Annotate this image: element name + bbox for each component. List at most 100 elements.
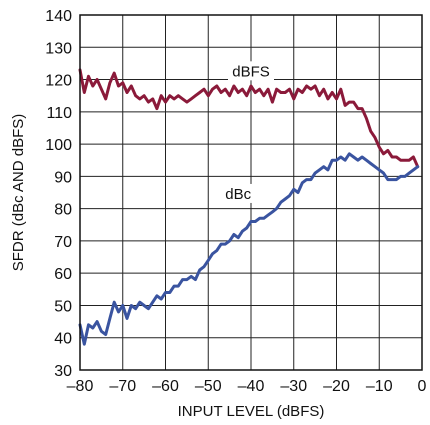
data-point-dbfs: [121, 81, 124, 84]
data-point-dbfs: [232, 85, 235, 87]
data-point-dbfs: [250, 85, 252, 87]
data-point-dbfs: [198, 91, 201, 94]
data-point-dbc: [138, 301, 141, 304]
data-point-dbc: [168, 291, 171, 294]
series-label-dbfs: dBFS: [232, 63, 270, 80]
data-point-dbc: [83, 343, 86, 346]
data-point-dbc: [378, 168, 381, 171]
data-point-dbc: [220, 243, 223, 246]
y-tick-label: 140: [45, 8, 72, 25]
data-point-dbc: [284, 197, 287, 200]
data-point-dbfs: [297, 88, 300, 91]
data-point-dbfs: [155, 107, 158, 110]
data-point-dbfs: [138, 97, 141, 100]
data-point-dbc: [126, 317, 129, 320]
data-point-dbfs: [168, 94, 171, 97]
data-point-dbfs: [224, 88, 227, 91]
data-point-dbc: [361, 156, 364, 158]
data-point-dbc: [194, 278, 197, 281]
data-point-dbfs: [237, 91, 240, 94]
data-point-dbfs: [326, 97, 329, 100]
data-point-dbfs: [288, 88, 291, 91]
y-tick-label: 60: [54, 266, 72, 283]
data-point-dbc: [382, 172, 385, 175]
data-point-dbc: [250, 220, 252, 223]
data-point-dbfs: [339, 88, 342, 91]
data-point-dbc: [87, 323, 90, 326]
data-point-dbc: [91, 327, 94, 330]
data-point-dbfs: [395, 156, 398, 158]
data-point-dbc: [352, 156, 355, 158]
data-point-dbfs: [344, 104, 347, 107]
data-point-dbc: [155, 294, 158, 297]
data-point-dbc: [399, 175, 402, 178]
data-point-dbfs: [279, 91, 282, 94]
data-point-dbc: [108, 317, 111, 320]
data-point-dbc: [130, 304, 133, 307]
data-point-dbfs: [185, 101, 188, 104]
series-label-dbc: dBc: [225, 186, 251, 203]
y-tick-label: 40: [54, 331, 72, 348]
data-point-dbfs: [267, 88, 270, 91]
data-point-dbfs: [190, 97, 193, 100]
data-point-dbc: [331, 159, 334, 162]
data-point-dbfs: [373, 136, 376, 139]
data-point-dbc: [245, 227, 248, 229]
data-point-dbc: [275, 207, 278, 210]
y-tick-label: 50: [54, 298, 72, 315]
data-point-dbc: [151, 301, 154, 304]
data-point-dbfs: [378, 146, 381, 149]
data-point-dbc: [237, 236, 240, 239]
data-point-dbc: [100, 330, 103, 333]
data-point-dbfs: [181, 97, 184, 100]
data-point-dbc: [117, 310, 120, 313]
data-point-dbfs: [258, 88, 261, 91]
data-point-dbfs: [301, 91, 304, 94]
data-point-dbfs: [87, 75, 90, 78]
data-point-dbc: [344, 159, 347, 162]
data-point-dbc: [121, 304, 124, 307]
data-point-dbc: [173, 285, 176, 288]
y-tick-label: 90: [54, 169, 72, 186]
data-point-dbfs: [194, 94, 197, 97]
data-point-dbc: [318, 168, 321, 171]
x-tick-label: –20: [323, 378, 350, 395]
data-point-dbfs: [104, 97, 107, 100]
data-point-dbc: [408, 172, 411, 175]
data-point-dbfs: [228, 94, 231, 97]
y-tick-label: 120: [45, 73, 72, 90]
data-point-dbfs: [352, 101, 355, 104]
data-point-dbc: [207, 259, 210, 262]
data-point-dbfs: [292, 97, 295, 100]
y-axis-title: SFDR (dBc AND dBFS): [10, 114, 27, 272]
data-point-dbfs: [284, 91, 287, 94]
data-point-dbfs: [386, 149, 389, 152]
data-point-dbfs: [314, 85, 317, 87]
data-point-dbc: [134, 307, 137, 310]
data-point-dbfs: [164, 101, 167, 104]
data-point-dbc: [305, 178, 308, 181]
data-point-dbfs: [318, 94, 321, 97]
data-point-dbfs: [143, 94, 146, 97]
plot-frame: [79, 14, 423, 371]
data-point-dbfs: [173, 97, 176, 100]
data-point-dbc: [373, 165, 376, 168]
data-point-dbfs: [117, 85, 120, 87]
data-point-dbfs: [91, 85, 94, 87]
data-point-dbfs: [305, 85, 308, 87]
x-tick-label: –30: [280, 378, 307, 395]
data-point-dbc: [177, 285, 180, 288]
data-point-dbc: [288, 194, 291, 197]
x-tick-label: 0: [418, 378, 427, 395]
data-point-dbfs: [83, 91, 86, 94]
tick-labels: 30 40 50 60 70 80 90 100 110 120 130 140 –80 –70 –60 –5…: [45, 8, 426, 395]
data-point-dbc: [412, 168, 415, 171]
data-point-dbc: [254, 220, 257, 223]
y-tick-label: 110: [46, 105, 72, 122]
data-point-dbc: [96, 320, 99, 323]
data-point-dbc: [262, 217, 265, 220]
data-point-dbfs: [202, 88, 205, 91]
data-point-dbfs: [130, 85, 133, 87]
data-point-dbfs: [369, 130, 372, 133]
